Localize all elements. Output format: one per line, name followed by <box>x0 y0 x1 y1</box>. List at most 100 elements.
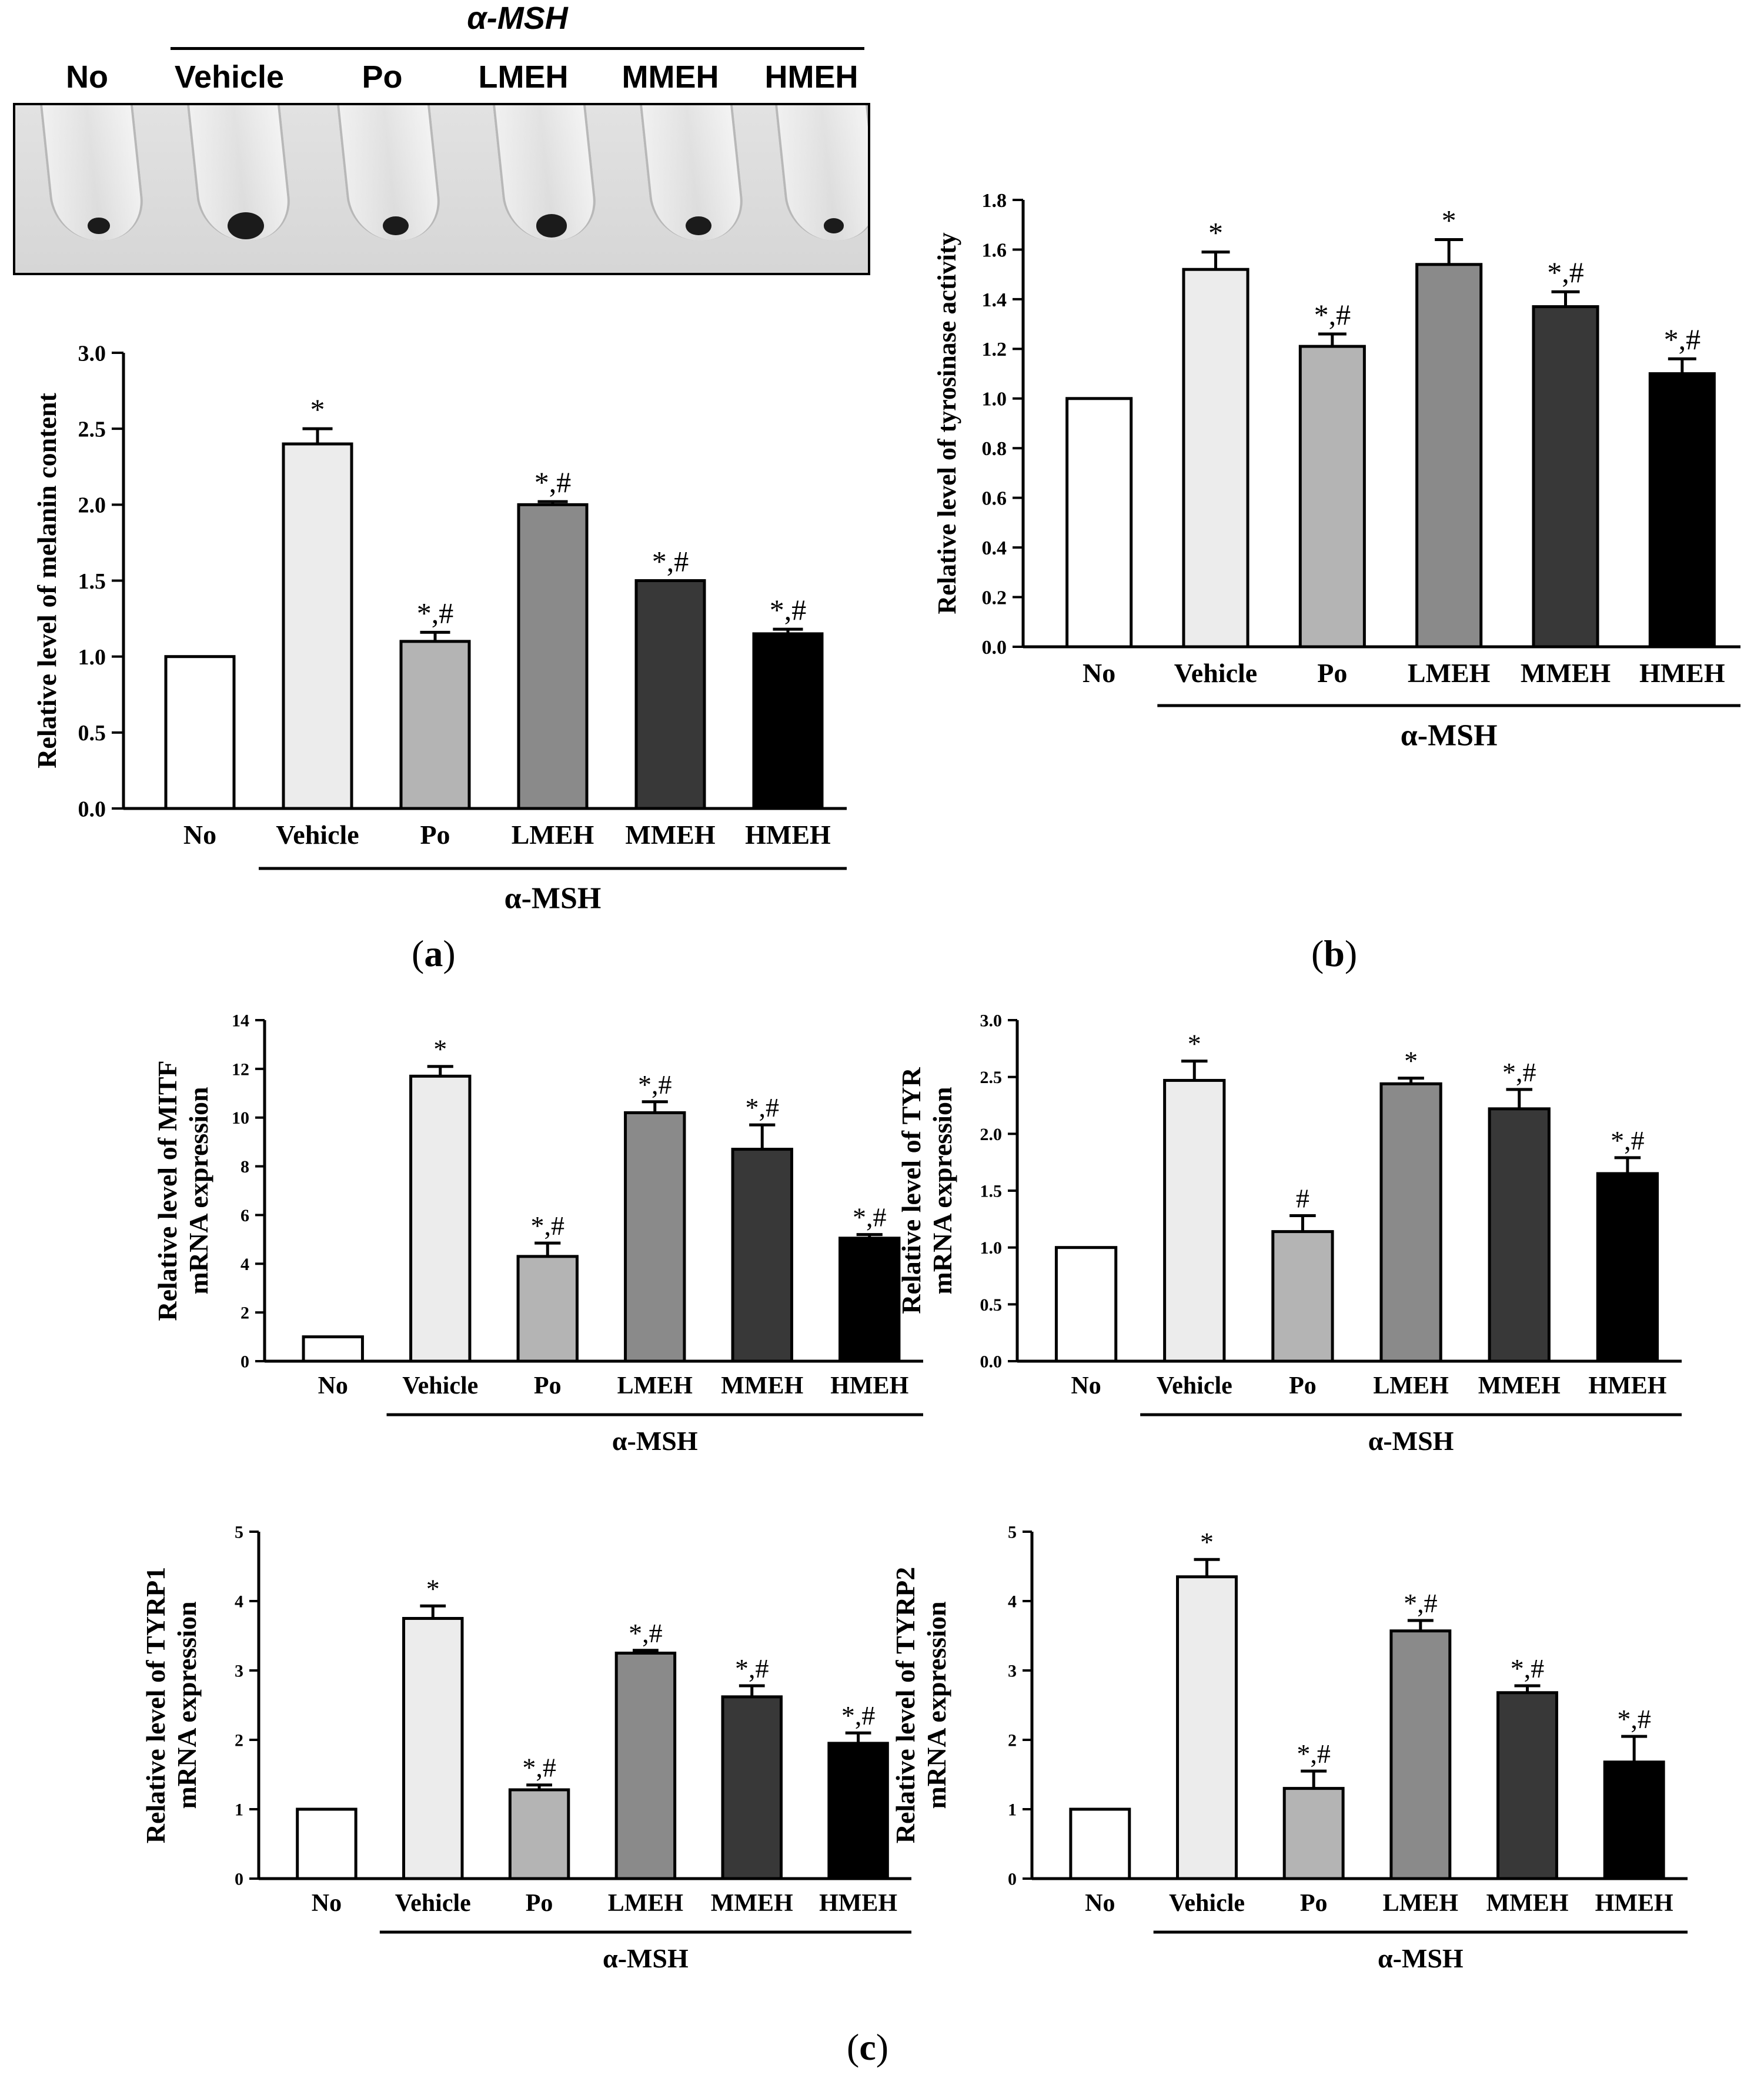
category-label: Po <box>1317 658 1347 688</box>
significance-label: *,# <box>1314 298 1351 331</box>
photo-label-po: Po <box>362 59 403 95</box>
bar <box>399 640 471 810</box>
category-label: HMEH <box>1639 658 1725 688</box>
chart-svg: 0.0 0.2 0.4 0.6 0.8 1.0 1.2 1.4 1.6 1.8 Relative l… <box>933 190 1740 753</box>
photo-label-no: No <box>66 59 108 95</box>
category-label: HMEH <box>1588 1372 1666 1399</box>
y-tick-label: 1.5 <box>78 569 106 594</box>
y-tick-label: 12 <box>232 1060 249 1079</box>
bar <box>1054 1246 1118 1363</box>
y-tick-label: 2.0 <box>980 1125 1003 1144</box>
y-tick-label: 2 <box>235 1731 243 1750</box>
photo-header-line <box>171 47 864 50</box>
chart-melanin: 0.0 0.5 1.0 1.5 2.0 2.5 3.0 Relative level of m… <box>0 329 864 920</box>
category-label: Vehicle <box>395 1890 471 1917</box>
y-tick-label: 1.2 <box>982 339 1007 360</box>
chart-svg: 0 2 4 6 8 10 12 14 Relative level of MITF mRNA ex… <box>152 1011 923 1456</box>
y-tick-label: 6 <box>240 1206 249 1225</box>
significance-label: *,# <box>841 1700 876 1730</box>
group-label: α-MSH <box>1401 719 1498 753</box>
significance-label: *,# <box>417 596 454 629</box>
y-tick-label: 1.5 <box>980 1182 1003 1201</box>
group-label: α-MSH <box>612 1426 698 1456</box>
y-tick-label: 4 <box>235 1592 243 1612</box>
bar <box>1596 1172 1659 1363</box>
y-axis-label: Relative level of TYRP1 <box>141 1567 171 1844</box>
category-label: MMEH <box>721 1372 803 1399</box>
significance-label: *,# <box>522 1753 556 1783</box>
category-label: HMEH <box>1595 1890 1673 1917</box>
y-tick-label: 2 <box>1008 1731 1017 1750</box>
pellet <box>686 216 711 236</box>
panel-label-a: (a) <box>412 933 456 974</box>
significance-label: * <box>1208 216 1223 249</box>
pellet <box>383 216 409 236</box>
y-tick-label: 2 <box>240 1304 249 1323</box>
y-tick-label: 0.6 <box>982 488 1007 510</box>
y-tick-label: 2.5 <box>980 1068 1003 1087</box>
category-label: LMEH <box>617 1372 693 1399</box>
significance-label: * <box>310 393 325 426</box>
y-tick-label: 1 <box>1008 1800 1017 1820</box>
y-tick-label: 1.6 <box>982 239 1007 261</box>
bar <box>508 1788 570 1880</box>
category-label: LMEH <box>1383 1890 1458 1917</box>
chart-tyrosinase: 0.0 0.2 0.4 0.6 0.8 1.0 1.2 1.4 1.6 1.8 Relative l… <box>923 171 1758 773</box>
bar <box>1182 268 1250 649</box>
y-tick-label: 3 <box>235 1662 243 1681</box>
bar <box>516 1255 579 1363</box>
category-label: No <box>318 1372 348 1399</box>
photo-label-lmeh: LMEH <box>478 59 569 95</box>
category-label: No <box>183 820 216 850</box>
bar <box>517 503 589 810</box>
bar <box>1282 1787 1345 1880</box>
category-label: MMEH <box>1521 658 1611 688</box>
bar <box>164 655 236 810</box>
y-tick-label: 0.4 <box>982 537 1007 559</box>
chart-mitf: 0 2 4 6 8 10 12 14 Relative level of MITF mRNA ex… <box>106 991 941 1482</box>
significance-label: * <box>426 1573 440 1603</box>
bar <box>634 579 706 810</box>
y-tick-label: 8 <box>240 1157 249 1177</box>
y-tick-label: 0.5 <box>78 721 106 746</box>
group-label: α-MSH <box>1368 1426 1454 1456</box>
category-label: No <box>312 1890 342 1917</box>
chart-svg: 0 1 2 3 4 5 Relative level of TYRP2 mRNA expres… <box>890 1523 1688 1973</box>
bar <box>1271 1230 1334 1363</box>
significance-label: *,# <box>1297 1739 1331 1769</box>
significance-label: *,# <box>1502 1057 1536 1087</box>
chart-svg: 0.0 0.5 1.0 1.5 2.0 2.5 3.0 Relative level of m… <box>32 341 847 915</box>
significance-label: *,# <box>853 1202 887 1232</box>
category-label: MMEH <box>1478 1372 1561 1399</box>
significance-label: *,# <box>1511 1653 1545 1683</box>
y-tick-label: 5 <box>1008 1523 1017 1542</box>
group-label: α-MSH <box>603 1943 689 1973</box>
category-label: Vehicle <box>1174 658 1257 688</box>
significance-label: *,# <box>1617 1704 1651 1734</box>
category-label: LMEH <box>1373 1372 1448 1399</box>
significance-label: *,# <box>1664 323 1701 356</box>
significance-label: *,# <box>1611 1125 1645 1155</box>
pellet <box>823 218 844 233</box>
bar <box>282 442 353 810</box>
pellet-photo <box>13 103 870 275</box>
chart-svg: 0.0 0.5 1.0 1.5 2.0 2.5 3.0 Relative level of T… <box>896 1011 1682 1456</box>
pellet <box>228 212 264 239</box>
significance-label: * <box>1200 1527 1214 1557</box>
y-tick-label: 0.0 <box>980 1352 1003 1372</box>
category-label: Po <box>534 1372 562 1399</box>
bar <box>1298 345 1366 649</box>
significance-label: *,# <box>770 593 807 626</box>
y-tick-label: 1.0 <box>78 645 106 670</box>
bar <box>1069 1807 1131 1880</box>
photo-label-vehicle: Vehicle <box>174 59 285 95</box>
category-label: LMEH <box>512 820 594 850</box>
y-tick-label: 0 <box>1008 1870 1017 1889</box>
bar <box>1648 372 1716 649</box>
group-label: α-MSH <box>505 882 602 915</box>
bar <box>838 1237 901 1363</box>
bar <box>1163 1078 1226 1363</box>
category-label: LMEH <box>608 1890 683 1917</box>
pellet <box>536 214 567 238</box>
y-axis-label: Relative level of TYR <box>896 1067 926 1314</box>
